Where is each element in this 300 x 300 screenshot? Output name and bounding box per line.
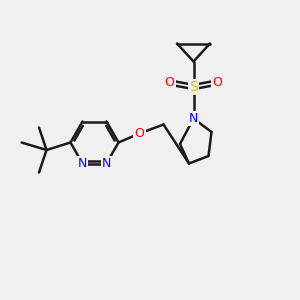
- Text: O: O: [135, 127, 144, 140]
- Text: O: O: [213, 76, 222, 89]
- Text: N: N: [189, 112, 198, 125]
- Text: S: S: [189, 80, 198, 94]
- Text: N: N: [102, 157, 111, 170]
- Text: O: O: [165, 76, 174, 89]
- Text: N: N: [78, 157, 87, 170]
